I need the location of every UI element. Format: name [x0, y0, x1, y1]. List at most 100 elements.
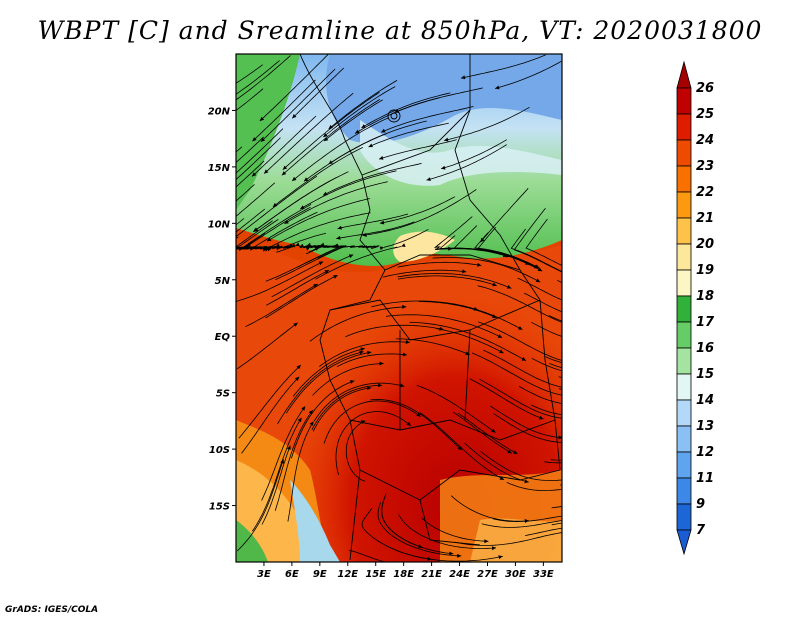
streamline — [377, 502, 462, 557]
streamline — [379, 196, 456, 224]
streamline — [322, 163, 422, 196]
streamline — [236, 128, 284, 174]
streamline-arrow — [533, 264, 539, 269]
streamline-arrow — [291, 243, 296, 248]
streamline-arrow — [378, 383, 383, 388]
streamline — [315, 246, 402, 280]
streamline-arrow — [293, 322, 298, 327]
streamline — [302, 245, 324, 253]
streamline-arrow — [441, 165, 446, 170]
streamline — [397, 275, 497, 287]
streamline — [284, 181, 388, 225]
streamline — [236, 64, 263, 84]
streamline — [558, 388, 562, 390]
colorbar-bottom-arrow — [676, 529, 692, 556]
streamline-arrow — [355, 129, 360, 134]
streamline — [328, 80, 398, 130]
colorbar: 26 25 24 23 22 21 20 19 18 17 16 15 14 13 12 11 9 7 — [676, 60, 715, 556]
colorbar-label: 16 — [696, 341, 714, 356]
lon-tick-label: 21E — [421, 569, 442, 580]
streamline — [444, 106, 530, 141]
streamline — [550, 459, 562, 461]
streamline-arrow — [260, 137, 266, 142]
streamline-arrow — [296, 365, 301, 370]
streamline-arrow — [569, 477, 573, 481]
streamline — [313, 382, 405, 422]
colorbar-swatch — [676, 139, 692, 167]
streamline-arrow — [480, 237, 485, 243]
streamline-arrow — [418, 544, 423, 549]
streamline-arrow — [313, 284, 318, 288]
streamline — [436, 328, 504, 354]
streamline-arrow — [634, 384, 638, 388]
streamline-arrow — [361, 124, 366, 128]
colorbar-swatch — [676, 477, 692, 505]
streamline-arrow — [348, 254, 354, 259]
streamline-arrow — [379, 220, 385, 225]
streamline — [398, 514, 497, 549]
streamline-arrow — [667, 484, 671, 488]
streamline-arrow — [333, 275, 338, 279]
streamline-arrow — [295, 242, 300, 247]
streamline-arrow — [492, 282, 497, 287]
colorbar-label: 22 — [696, 185, 714, 200]
colorbar-label: 14 — [696, 393, 714, 408]
streamline-arrow — [359, 350, 364, 355]
streamline-arrow — [281, 171, 287, 176]
streamline-arrow — [379, 246, 385, 251]
streamline — [277, 351, 364, 425]
streamline-arrow — [576, 270, 580, 274]
streamline — [471, 352, 562, 396]
streamline — [510, 228, 562, 272]
streamline — [242, 206, 311, 250]
streamline-arrow — [499, 349, 504, 354]
streamline — [272, 147, 363, 208]
streamline-arrow — [495, 85, 500, 90]
streamline — [312, 363, 384, 396]
streamline — [236, 136, 264, 164]
streamline — [438, 235, 530, 265]
streamline-arrow — [582, 395, 586, 399]
streamline-arrow — [309, 421, 314, 426]
streamline — [434, 216, 473, 250]
streamline-arrow — [448, 246, 453, 251]
streamline — [236, 88, 264, 111]
streamline-arrow — [172, 196, 176, 200]
lon-tick-label: 27E — [477, 569, 498, 580]
lon-tick-label: 9E — [313, 569, 327, 580]
streamline-arrow — [565, 360, 569, 364]
streamline — [336, 353, 407, 368]
colorbar-swatch — [676, 269, 692, 297]
streamline-arrow — [218, 184, 222, 188]
colorbar-label: 17 — [696, 315, 715, 330]
streamline — [480, 451, 562, 481]
colorbar-label: 21 — [696, 211, 714, 226]
streamline-arrow — [207, 207, 211, 211]
streamline — [285, 351, 372, 414]
streamline — [370, 398, 463, 451]
streamline-arrow — [635, 293, 639, 297]
streamline — [394, 87, 483, 113]
lat-tick-label: 15N — [208, 163, 231, 174]
streamline-arrow — [197, 120, 201, 124]
streamline — [260, 68, 336, 143]
streamline — [236, 184, 255, 202]
streamline — [397, 261, 482, 268]
streamline — [271, 254, 354, 298]
colorbar-swatch — [676, 373, 692, 401]
streamline-arrow — [426, 177, 431, 181]
streamline — [506, 482, 562, 491]
streamline — [551, 522, 562, 526]
streamline-arrow — [665, 533, 669, 537]
streamline-arrow — [328, 124, 333, 129]
streamline — [451, 495, 529, 522]
streamline — [265, 245, 343, 282]
colorbar-swatch — [676, 191, 692, 219]
streamline — [525, 218, 562, 266]
streamline-arrow — [379, 361, 384, 366]
streamline-arrow — [306, 242, 311, 247]
streamline — [525, 527, 562, 536]
lat-tick-label: 10S — [209, 445, 230, 456]
grads-credit: GrADS: IGES/COLA — [5, 605, 99, 615]
lon-tick-label: 30E — [505, 569, 526, 580]
